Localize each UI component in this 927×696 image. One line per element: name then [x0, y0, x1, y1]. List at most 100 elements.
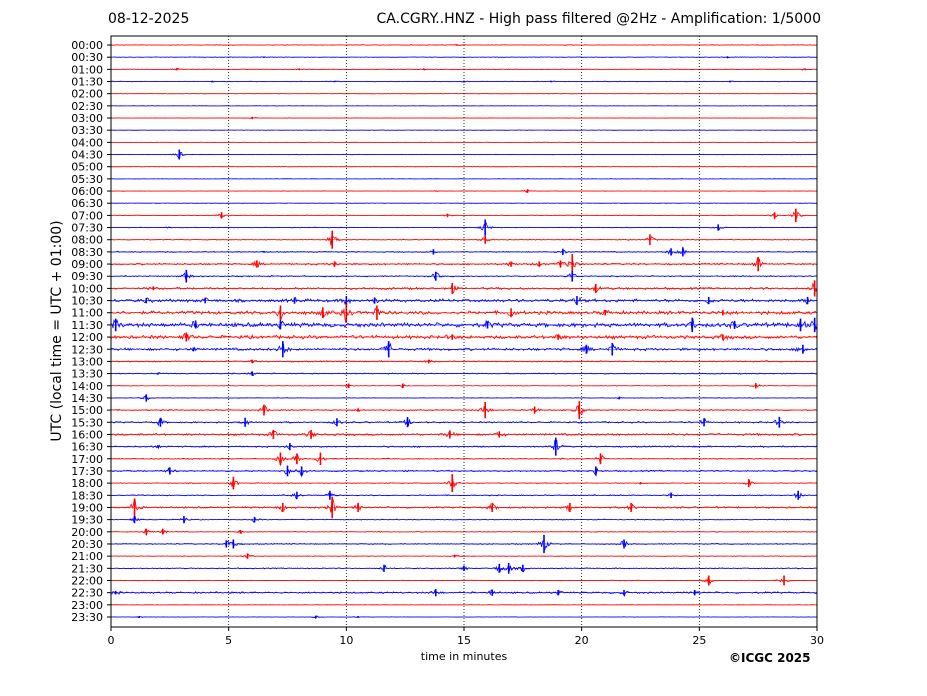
trace-row-1500 — [111, 401, 818, 420]
trace-row-0330 — [110, 129, 818, 131]
seismic-trace — [110, 129, 818, 131]
seismic-trace — [110, 246, 818, 256]
y-tick-label: 22:00 — [71, 574, 103, 587]
x-axis-label: time in minutes — [420, 650, 508, 663]
y-tick-label: 16:00 — [71, 428, 103, 441]
seismic-trace — [110, 383, 818, 389]
trace-row-1400 — [110, 383, 818, 389]
y-tick-label: 10:30 — [71, 295, 103, 308]
y-tick-label: 23:00 — [71, 599, 103, 612]
y-tick-label: 12:00 — [71, 331, 103, 344]
seismic-trace — [110, 234, 818, 246]
y-tick-label: 09:30 — [71, 270, 103, 283]
trace-row-1600 — [110, 429, 818, 439]
seismic-trace — [110, 152, 818, 160]
y-tick-label: 07:00 — [71, 209, 103, 222]
seismic-trace — [110, 438, 818, 451]
y-tick-label: 06:30 — [71, 197, 103, 210]
trace-row-2300 — [110, 604, 817, 606]
y-tick-label: 02:00 — [71, 88, 103, 101]
seismic-trace — [110, 202, 817, 204]
y-tick-label: 09:00 — [71, 258, 103, 271]
y-tick-label: 17:30 — [71, 465, 103, 478]
x-tick-label: 20 — [575, 634, 589, 647]
seismic-trace — [110, 577, 817, 585]
seismic-trace — [110, 371, 818, 377]
trace-row-0830 — [110, 246, 818, 257]
trace-row-1330 — [110, 371, 818, 377]
y-tick-label: 00:00 — [71, 39, 103, 52]
y-tick-label: 22:30 — [71, 587, 103, 600]
y-tick-label: 00:30 — [71, 51, 103, 64]
seismic-trace — [110, 553, 817, 558]
seismic-trace — [110, 257, 818, 268]
vertical-gridlines — [228, 36, 700, 627]
trace-row-2230 — [110, 589, 818, 597]
seismic-trace — [110, 604, 817, 606]
seismic-trace — [110, 430, 818, 438]
y-tick-label: 07:30 — [71, 222, 103, 235]
y-tick-label: 08:30 — [71, 246, 103, 259]
trace-row-1700 — [110, 452, 818, 467]
y-tick-label: 03:00 — [71, 112, 103, 125]
trace-row-0700 — [110, 208, 818, 223]
trace-row-1630 — [110, 437, 818, 456]
trace-row-1430 — [110, 394, 818, 403]
seismic-trace — [110, 332, 818, 342]
trace-row-0800 — [110, 230, 818, 249]
y-tick-label: 08:00 — [71, 234, 103, 247]
x-axis-ticks: 0 5 10 15 20 25 30 — [108, 627, 824, 647]
y-tick-label: 20:30 — [71, 538, 103, 551]
y-tick-label: 18:00 — [71, 477, 103, 490]
seismic-trace — [110, 178, 818, 180]
y-tick-label: 02:30 — [71, 100, 103, 113]
y-tick-label: 05:00 — [71, 161, 103, 174]
seismic-trace — [111, 189, 818, 193]
x-tick-label: 0 — [108, 634, 115, 647]
y-axis-label: UTC (local time = UTC + 01:00) — [49, 220, 65, 442]
y-tick-label: 19:00 — [71, 501, 103, 514]
trace-row-0730 — [110, 219, 818, 236]
y-tick-label: 16:30 — [71, 441, 103, 454]
y-axis-ticks: 00:0000:3001:0001:3002:0002:3003:0003:30… — [71, 39, 111, 624]
trace-row-0600 — [111, 189, 818, 193]
y-tick-label: 14:00 — [71, 380, 103, 393]
y-tick-label: 17:00 — [71, 453, 103, 466]
seismic-trace — [111, 417, 817, 427]
y-tick-label: 06:00 — [71, 185, 103, 198]
y-tick-label: 21:00 — [71, 550, 103, 563]
trace-row-1230 — [110, 341, 818, 358]
trace-row-0630 — [110, 202, 817, 204]
y-tick-label: 23:30 — [71, 611, 103, 624]
plot-date: 08-12-2025 — [108, 11, 190, 27]
plot-frame — [110, 35, 818, 628]
trace-row-0530 — [110, 178, 818, 180]
seismic-trace — [110, 540, 818, 551]
y-tick-label: 18:30 — [71, 489, 103, 502]
x-tick-label: 30 — [810, 634, 824, 647]
seismic-trace — [110, 342, 818, 354]
y-tick-label: 11:00 — [71, 307, 103, 320]
trace-row-1300 — [110, 359, 818, 364]
trace-row-2330 — [110, 615, 818, 619]
seismic-trace — [110, 395, 818, 403]
y-tick-label: 01:00 — [71, 63, 103, 76]
y-tick-label: 20:00 — [71, 526, 103, 539]
y-tick-label: 13:30 — [71, 368, 103, 381]
trace-row-0400 — [110, 141, 818, 144]
y-tick-label: 04:00 — [71, 136, 103, 149]
trace-row-1200 — [110, 332, 818, 342]
seismic-trace — [110, 271, 818, 280]
x-tick-label: 10 — [339, 634, 353, 647]
seismic-trace — [110, 615, 818, 619]
trace-row-1530 — [111, 416, 817, 428]
seismic-trace — [110, 359, 818, 364]
x-tick-label: 5 — [225, 634, 232, 647]
y-tick-label: 15:30 — [71, 416, 103, 429]
y-tick-label: 05:30 — [71, 173, 103, 186]
y-tick-label: 15:00 — [71, 404, 103, 417]
trace-rows — [110, 43, 818, 619]
seismic-trace — [110, 454, 818, 467]
y-tick-label: 01:30 — [71, 76, 103, 89]
